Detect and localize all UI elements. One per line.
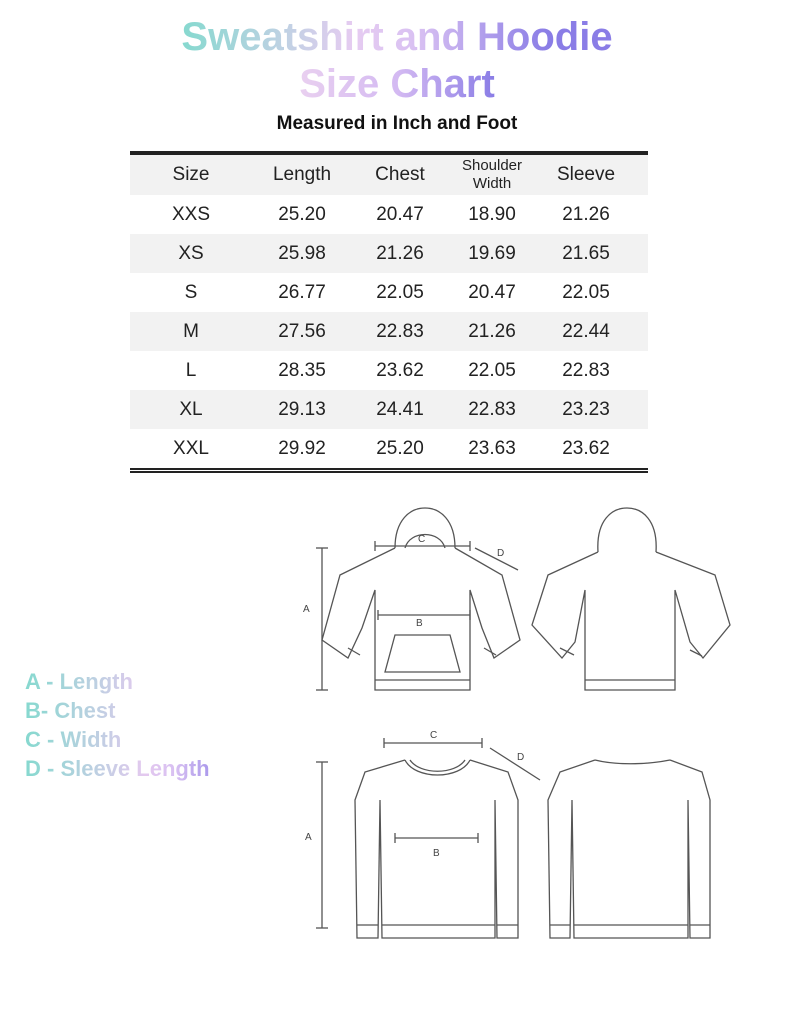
cell-length: 26.77 <box>278 281 326 303</box>
cell-size: L <box>185 359 197 381</box>
cell-chest: 23.62 <box>376 359 424 381</box>
cell-shoulder-width: 23.63 <box>468 437 516 459</box>
label-b: B <box>416 618 423 629</box>
header-chest: Chest <box>375 164 425 185</box>
label-c: C <box>430 730 437 741</box>
cell-size: XL <box>179 398 203 420</box>
header-length: Length <box>272 164 332 185</box>
measurement-legend: A - Length B- Chest C - Width D - Sleeve… <box>25 667 255 783</box>
cell-chest: 22.05 <box>376 281 424 303</box>
label-a: A <box>303 604 310 615</box>
cell-size: M <box>183 320 199 342</box>
size-table: Size Length Chest Shoulder Width Sleeve … <box>130 151 648 473</box>
legend-item: C - Width <box>25 725 255 754</box>
header-size: Size <box>172 164 210 185</box>
table-row: M 27.56 22.83 21.26 22.44 <box>130 312 648 351</box>
cell-size: XXL <box>173 437 209 459</box>
hoodie-back-illustration <box>531 507 731 691</box>
longsleeve-back-illustration <box>547 759 711 939</box>
cell-size: S <box>184 281 198 303</box>
label-d: D <box>497 548 504 559</box>
cell-sleeve: 21.26 <box>562 203 610 225</box>
cell-length: 29.13 <box>278 398 326 420</box>
table-row: XS 25.98 21.26 19.69 21.65 <box>130 234 648 273</box>
cell-chest: 22.83 <box>376 320 424 342</box>
cell-chest: 24.41 <box>376 398 424 420</box>
cell-sleeve: 22.44 <box>562 320 610 342</box>
cell-shoulder-width: 18.90 <box>468 203 516 225</box>
legend-item: A - Length <box>25 667 255 696</box>
table-header-row: Size Length Chest Shoulder Width Sleeve <box>130 155 648 195</box>
subtitle: Measured in Inch and Foot <box>276 113 518 134</box>
longsleeve-front-illustration <box>316 738 541 939</box>
legend-item: D - Sleeve Length <box>25 754 255 783</box>
cell-length: 29.92 <box>278 437 326 459</box>
cell-size: XS <box>178 242 204 264</box>
cell-shoulder-width: 22.83 <box>468 398 516 420</box>
header-shoulder-width: Shoulder Width <box>461 157 523 192</box>
label-d: D <box>517 752 524 763</box>
cell-size: XXS <box>171 203 211 225</box>
cell-length: 28.35 <box>278 359 326 381</box>
label-c: C <box>418 534 425 545</box>
title-line-2: Size Chart <box>299 62 495 106</box>
legend-item: B- Chest <box>25 696 255 725</box>
cell-chest: 25.20 <box>376 437 424 459</box>
cell-shoulder-width: 20.47 <box>468 281 516 303</box>
cell-sleeve: 22.83 <box>562 359 610 381</box>
cell-length: 25.98 <box>278 242 326 264</box>
cell-sleeve: 23.62 <box>562 437 610 459</box>
label-b: B <box>433 848 440 859</box>
hoodie-front-illustration <box>316 507 521 691</box>
label-a: A <box>305 832 312 843</box>
cell-shoulder-width: 19.69 <box>468 242 516 264</box>
cell-sleeve: 23.23 <box>562 398 610 420</box>
table-row: S 26.77 22.05 20.47 22.05 <box>130 273 648 312</box>
cell-shoulder-width: 22.05 <box>468 359 516 381</box>
table-row: XXL 29.92 25.20 23.63 23.62 <box>130 429 648 468</box>
page-title: Sweatshirt and Hoodie Size Chart <box>0 14 794 108</box>
table-row: XL 29.13 24.41 22.83 23.23 <box>130 390 648 429</box>
title-line-1: Sweatshirt and Hoodie <box>181 15 613 59</box>
cell-sleeve: 21.65 <box>562 242 610 264</box>
header-sleeve: Sleeve <box>556 164 616 185</box>
cell-length: 25.20 <box>278 203 326 225</box>
cell-chest: 21.26 <box>376 242 424 264</box>
table-row: XXS 25.20 20.47 18.90 21.26 <box>130 195 648 234</box>
cell-chest: 20.47 <box>376 203 424 225</box>
cell-shoulder-width: 21.26 <box>468 320 516 342</box>
table-row: L 28.35 23.62 22.05 22.83 <box>130 351 648 390</box>
cell-sleeve: 22.05 <box>562 281 610 303</box>
cell-length: 27.56 <box>278 320 326 342</box>
